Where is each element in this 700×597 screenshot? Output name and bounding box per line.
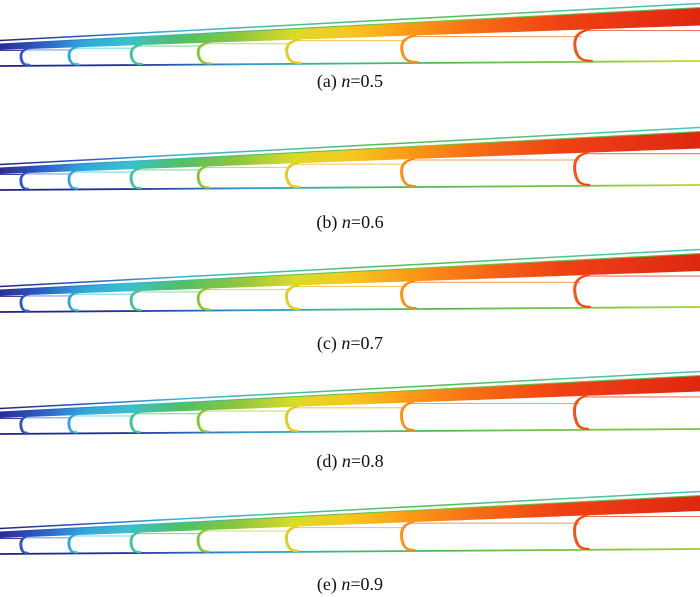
caption-a-variable: n — [341, 71, 351, 91]
caption-b-prefix: (b) — [316, 212, 342, 232]
caption-e-prefix: (e) — [316, 574, 342, 594]
caption-d-variable: n — [341, 451, 351, 471]
panel-d: (d) n=0.8 — [0, 366, 700, 471]
caption-b: (b) n=0.6 — [0, 210, 700, 234]
panel-a: (a) n=0.5 — [0, 0, 700, 91]
caption-a-prefix: (a) — [316, 71, 342, 91]
caption-e-variable: n — [341, 574, 351, 594]
caption-b-value: =0.6 — [350, 212, 384, 232]
caption-e-value: =0.9 — [350, 574, 384, 594]
panel-c: (c) n=0.7 — [0, 244, 700, 353]
caption-d: (d) n=0.8 — [0, 449, 700, 473]
caption-e: (e) n=0.9 — [0, 572, 700, 596]
flow-contour-plot-c — [0, 248, 700, 313]
flow-contour-plot-b — [0, 126, 700, 191]
flow-contour-plot-d — [0, 370, 700, 435]
flow-contour-plot-a — [0, 2, 700, 67]
caption-b-variable: n — [341, 212, 351, 232]
panel-e: (e) n=0.9 — [0, 486, 700, 594]
caption-a-value: =0.5 — [350, 71, 384, 91]
caption-c-variable: n — [341, 333, 351, 353]
caption-a: (a) n=0.5 — [0, 69, 700, 93]
caption-d-value: =0.8 — [350, 451, 384, 471]
caption-c-prefix: (c) — [316, 333, 342, 353]
caption-c-value: =0.7 — [350, 333, 384, 353]
caption-c: (c) n=0.7 — [0, 331, 700, 355]
caption-d-prefix: (d) — [316, 451, 342, 471]
panel-b: (b) n=0.6 — [0, 122, 700, 232]
flow-contour-plot-e — [0, 490, 700, 555]
